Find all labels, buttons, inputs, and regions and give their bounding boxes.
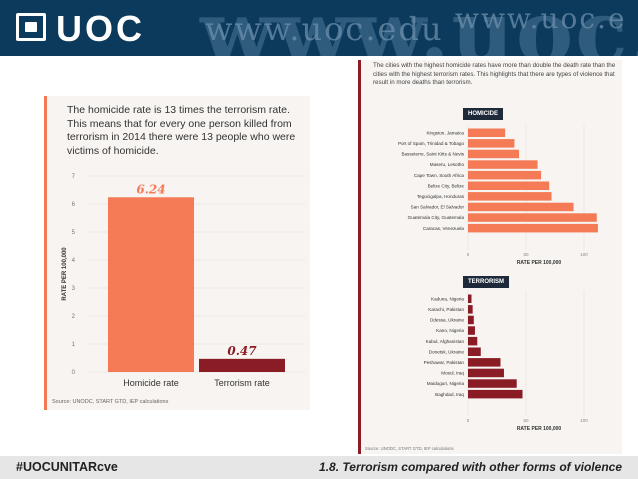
homicide-city-label: Maseru, Lesotho [430,162,465,167]
data-label: 6.24 [136,182,165,196]
footer-subtitle: 1.8. Terrorism compared with other forms… [319,460,622,474]
y-tick-label: 3 [72,286,76,292]
y-tick-label: 2 [72,314,76,320]
homicide-bar [468,202,574,212]
homicide-tag: HOMICIDE [463,108,503,120]
left-chart-title: The homicide rate is 13 times the terror… [67,104,296,157]
y-tick-label: 0 [72,370,76,376]
terrorism-bar [468,389,523,399]
terrorism-bar [468,326,475,335]
homicide-bar [468,192,552,201]
y-tick-label: 6 [72,202,76,208]
left-chart-source: Source: UNODC, START GTD, IEP calculatio… [52,399,169,405]
y-tick-label: 4 [72,258,76,264]
x-category-label: Homicide rate [123,378,179,388]
terrorism-city-label: Odessa, Ukraine [430,318,465,323]
watermark-url: www.uoc.edu [205,10,444,48]
watermark-large: www.uoc.ed [200,0,638,56]
x-tick-label: 100 [580,252,588,257]
x-tick-label: 50 [523,252,529,257]
terrorism-city-label: Maiduguri, Nigeria [427,381,465,386]
x-tick-label: 100 [580,418,588,423]
homicide-city-label: Port of Spain, Trinidad & Tobago [398,141,465,146]
bar-homicide-rate [108,197,194,372]
header-banner: www.uoc.ed www.uoc.edu www.uoc.e UOC [0,0,638,56]
uoc-logo-text: UOC [56,8,145,49]
y-tick-label: 1 [72,342,76,348]
homicide-bar [468,170,542,180]
terrorism-bar [468,379,517,388]
x-tick-label: 0 [467,418,470,423]
right-chart-title: The cities with the highest homicide rat… [373,62,616,87]
terrorism-city-label: Kabul, Afghanistan [426,339,465,344]
terrorism-city-label: Karachi, Pakistan [428,307,464,312]
homicide-city-label: Belize City, Belize [428,183,465,188]
homicide-city-label: Kingston, Jamaica [426,130,464,135]
homicide-city-label: Tegucigalpa, Honduras [417,194,465,199]
terrorism-bar [468,294,472,303]
homicide-bar [468,128,506,137]
city-rates-chart: The cities with the highest homicide rat… [358,60,622,454]
terrorism-city-label: Donetsk, Ukraine [429,349,465,354]
terrorism-bar [468,368,504,378]
homicide-city-label: San Salvador, El Salvador [411,205,465,210]
homicide-bar [468,160,538,169]
terrorism-bar [468,358,501,367]
right-chart-source: Source: UNODC, START GTD, IEP calculatio… [365,446,454,451]
right-chart-svg: 0 50 100 RATE PER 100,000 Kingston, Jamaica P… [398,124,598,432]
y-axis-label: RATE PER 100,000 [62,247,68,301]
terrorism-bar [468,347,481,356]
homicide-vs-terrorism-chart: The homicide rate is 13 times the terror… [44,96,310,410]
x-tick-label: 0 [467,252,470,257]
y-tick-label: 5 [72,230,76,236]
y-tick-label: 7 [72,174,76,180]
homicide-bar [468,213,597,222]
left-chart-svg: 0 1 2 3 4 5 6 7 RATE PER 100,000 6.24 Homicide rat… [62,174,305,388]
terrorism-bar [468,305,473,314]
terrorism-city-label: Kaduna, Nigeria [431,296,464,301]
terrorism-city-label: Mosul, Iraq [441,371,464,376]
footer-bar: #UOCUNITARcve 1.8. Terrorism compared wi… [0,456,638,479]
terrorism-tag: TERRORISM [463,276,509,288]
terrorism-bar [468,315,474,325]
terrorism-city-label: Baghdad, Iraq [435,392,464,397]
homicide-bar [468,223,598,233]
watermark-url-right: www.uoc.e [455,2,627,35]
homicide-bar [468,139,515,148]
data-label: 0.47 [227,344,257,358]
footer-hashtag: #UOCUNITARcve [16,460,118,474]
x-axis-label: RATE PER 100,000 [517,426,562,432]
bar-terrorism-rate [199,358,285,372]
terrorism-city-label: Peshawar, Pakistan [424,360,465,365]
x-category-label: Terrorism rate [214,378,270,388]
terrorism-bar [468,336,478,346]
homicide-city-label: Cape Town, South Africa [414,173,465,178]
homicide-bar [468,149,520,159]
x-tick-label: 50 [523,418,529,423]
terrorism-city-label: Kano, Nigeria [436,328,464,333]
homicide-bar [468,181,550,190]
homicide-city-label: Caracas, Venezuela [423,226,465,231]
homicide-city-label: Basseterre, Saint Kitts & Nevis [401,152,464,157]
x-axis-label: RATE PER 100,000 [517,260,562,266]
uoc-logo-icon [16,13,46,41]
homicide-city-label: Guatemala City, Guatemala [408,215,465,220]
